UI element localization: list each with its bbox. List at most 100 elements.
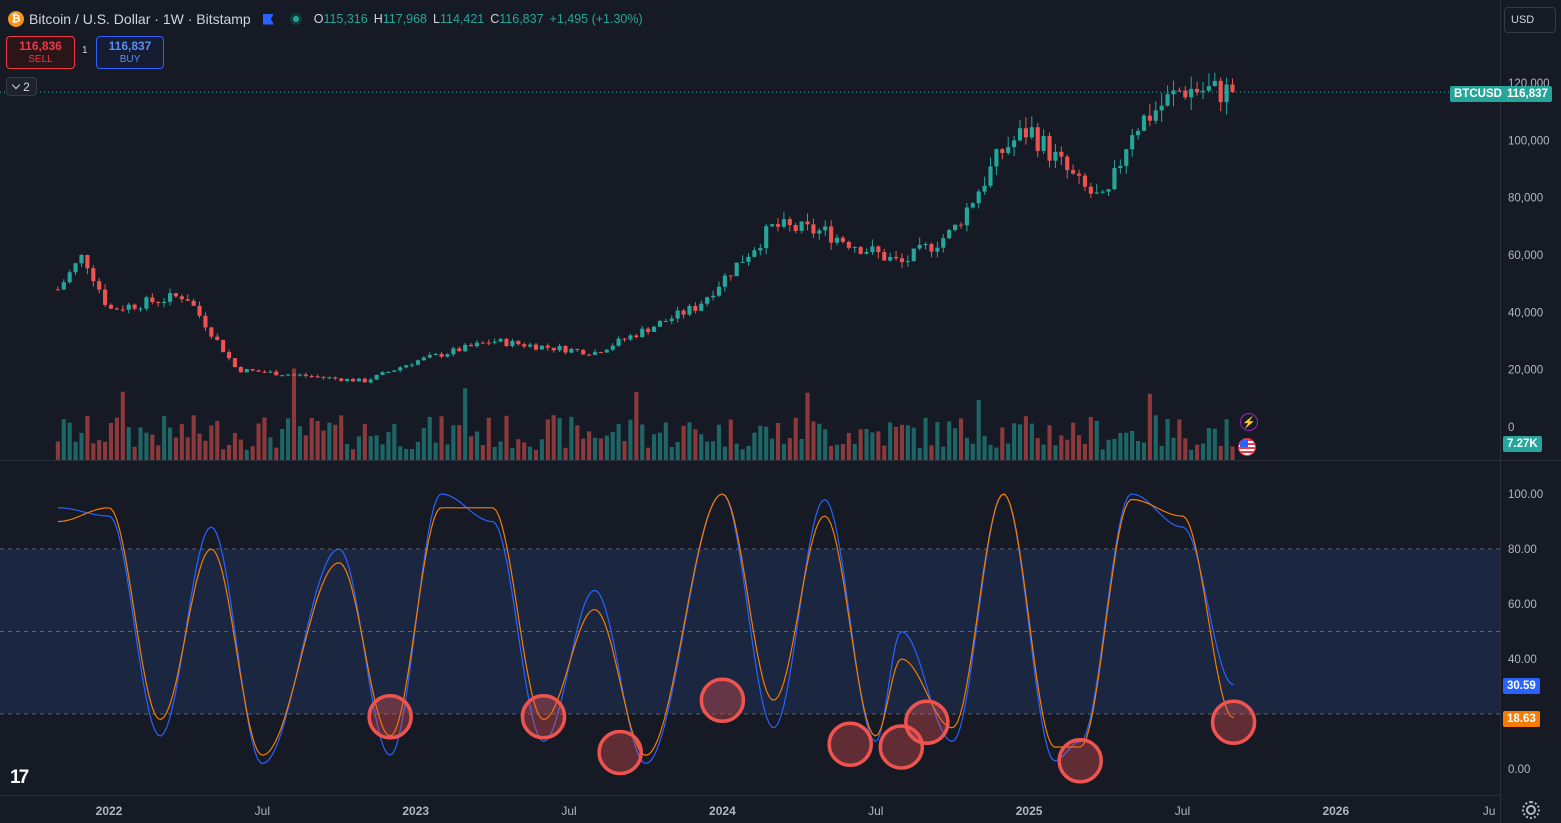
volume-bar: [280, 428, 285, 460]
candle: [303, 374, 308, 377]
volume-bar: [209, 425, 214, 460]
volume-bar: [427, 416, 432, 460]
candle: [1041, 135, 1046, 151]
candle: [1076, 173, 1082, 176]
volume-bar: [274, 447, 279, 460]
volume-bar: [693, 429, 698, 460]
candle: [1106, 189, 1111, 192]
symbol-title[interactable]: Bitcoin / U.S. Dollar · 1W · Bitstamp: [29, 11, 251, 27]
gear-icon[interactable]: [1522, 801, 1540, 819]
volume-bar: [85, 416, 90, 460]
candle: [238, 367, 243, 373]
candle: [575, 348, 580, 350]
time-tick-label: Jul: [255, 804, 270, 818]
candle: [752, 250, 757, 257]
volume-bar: [445, 444, 450, 460]
candle: [551, 347, 556, 351]
candle: [581, 349, 586, 355]
candle: [1082, 175, 1088, 187]
sell-button[interactable]: 116,836 SELL: [6, 36, 75, 69]
volume-bar: [864, 428, 869, 460]
volume-bar: [681, 425, 686, 460]
time-tick-label: 2024: [709, 804, 736, 818]
candle: [61, 282, 66, 290]
candle: [409, 364, 415, 366]
candle: [480, 342, 485, 344]
volume-bar: [746, 445, 751, 460]
oversold-marker: [904, 699, 950, 745]
candle: [781, 219, 786, 227]
candle: [1165, 94, 1170, 106]
volume-bar: [651, 434, 657, 460]
candle: [486, 342, 491, 344]
volume-bar: [439, 416, 444, 460]
volume-bar: [817, 423, 822, 460]
volume-bar: [669, 447, 674, 460]
volume-bar: [1183, 438, 1188, 460]
candle: [1035, 127, 1040, 151]
volume-bar: [899, 424, 905, 460]
candle: [994, 149, 999, 167]
volume-bar: [1147, 393, 1152, 460]
candle: [563, 346, 568, 353]
buy-price: 116,837: [108, 39, 152, 54]
k-value-tag: 30.59: [1503, 678, 1540, 694]
us-flag-event-icon[interactable]: [1238, 438, 1256, 456]
candle: [675, 310, 680, 319]
volume-bar: [356, 436, 361, 460]
volume-bar: [1230, 446, 1235, 460]
candle: [663, 321, 668, 323]
symbol-header[interactable]: ₿ Bitcoin / U.S. Dollar · 1W · Bitstamp …: [8, 9, 643, 29]
volume-bar: [563, 447, 568, 460]
currency-select[interactable]: USD: [1504, 7, 1556, 33]
candle: [85, 255, 90, 269]
lightning-event-icon[interactable]: ⚡: [1240, 413, 1258, 431]
volume-bar: [1017, 424, 1023, 460]
volume-bar: [1200, 443, 1206, 460]
candle: [1047, 135, 1052, 161]
candle: [510, 340, 515, 346]
volume-bar: [823, 429, 828, 460]
tradingview-logo-icon[interactable]: 17: [10, 767, 29, 788]
volume-bar: [793, 417, 798, 460]
volume-bar: [315, 420, 320, 460]
volume-bar: [1153, 415, 1158, 460]
market-status-icon[interactable]: [289, 13, 302, 25]
flag-icon[interactable]: [262, 13, 274, 25]
candle: [374, 374, 379, 380]
candle: [528, 344, 533, 347]
buy-button[interactable]: 116,837 BUY: [96, 36, 164, 69]
candle: [286, 374, 291, 376]
candle: [498, 338, 503, 342]
symbol-tag: BTCUSD: [1450, 86, 1506, 102]
volume-bar: [256, 423, 261, 460]
volume-bar: [73, 441, 78, 460]
volume-bar: [173, 437, 179, 460]
time-tick-label: Jul: [1175, 804, 1190, 818]
candle: [699, 303, 704, 311]
volume-bar: [97, 440, 102, 460]
candle: [215, 336, 220, 340]
candle: [356, 378, 361, 382]
volume-bar: [1135, 441, 1141, 460]
candle: [852, 247, 857, 249]
spread-value: 1: [82, 45, 88, 56]
candle: [1171, 90, 1176, 95]
volume-bar: [398, 446, 403, 460]
time-tick-label: Jul: [561, 804, 576, 818]
candle: [1189, 88, 1194, 98]
d-value-tag: 18.63: [1503, 711, 1540, 727]
candle: [539, 345, 544, 350]
candle: [592, 352, 598, 355]
candle: [598, 352, 603, 354]
candle: [651, 326, 657, 332]
volume-bar: [970, 443, 975, 460]
volume-bar: [345, 444, 350, 460]
candle: [858, 247, 863, 254]
volume-bar: [988, 444, 993, 460]
candle: [746, 256, 751, 262]
candle: [221, 339, 226, 353]
collapse-indicators-button[interactable]: 2: [6, 77, 37, 96]
volume-bar: [108, 422, 114, 460]
